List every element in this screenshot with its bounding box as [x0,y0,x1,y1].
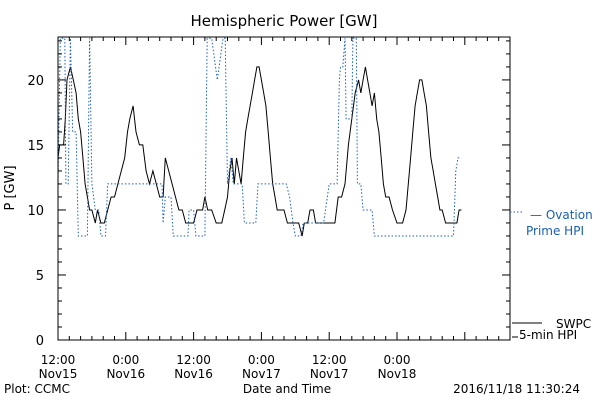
x-tick-label-date: Nov16 [174,367,213,381]
x-axis: 12:00Nov150:00Nov1612:00Nov160:00Nov1712… [39,37,500,381]
x-tick-label-date: Nov15 [39,367,78,381]
series-ovation-line [57,37,461,237]
x-tick-label-time: 12:00 [41,353,76,367]
x-tick-label-time: 12:00 [312,353,347,367]
legend-swpc-label-line2: 5-min HPI [519,328,577,342]
y-tick-label: 5 [36,269,44,284]
y-tick-label: 20 [27,74,44,89]
chart-title: Hemispheric Power [GW] [191,12,378,30]
x-tick-label-date: Nov18 [378,367,417,381]
x-tick-label-date: Nov17 [242,367,281,381]
x-tick-label-time: 0:00 [112,353,139,367]
footer-timestamp: 2016/11/18 11:30:24 [453,382,580,396]
x-axis-label: Date and Time [243,382,331,396]
x-tick-label-time: 0:00 [384,353,411,367]
series-swpc-line [57,66,462,237]
y-tick-label: 15 [27,139,44,154]
legend-ovation-label: — Ovation [530,208,593,222]
x-tick-label-date: Nov17 [310,367,349,381]
x-tick-label-time: 12:00 [176,353,211,367]
legend-ovation-label-line2: Prime HPI [526,224,584,238]
y-tick-label: 0 [36,334,44,349]
y-axis-label: P [GW] [3,165,18,210]
y-axis: 0 5 10 15 20 [27,40,510,349]
legend-swpc-label: SWPC [556,317,591,331]
y-tick-label: 10 [27,204,44,219]
x-tick-label-time: 0:00 [248,353,275,367]
series-layer [57,37,462,237]
footer-plot-credit: Plot: CCMC [4,382,70,396]
plot-frame [57,36,511,341]
x-tick-label-date: Nov16 [106,367,145,381]
